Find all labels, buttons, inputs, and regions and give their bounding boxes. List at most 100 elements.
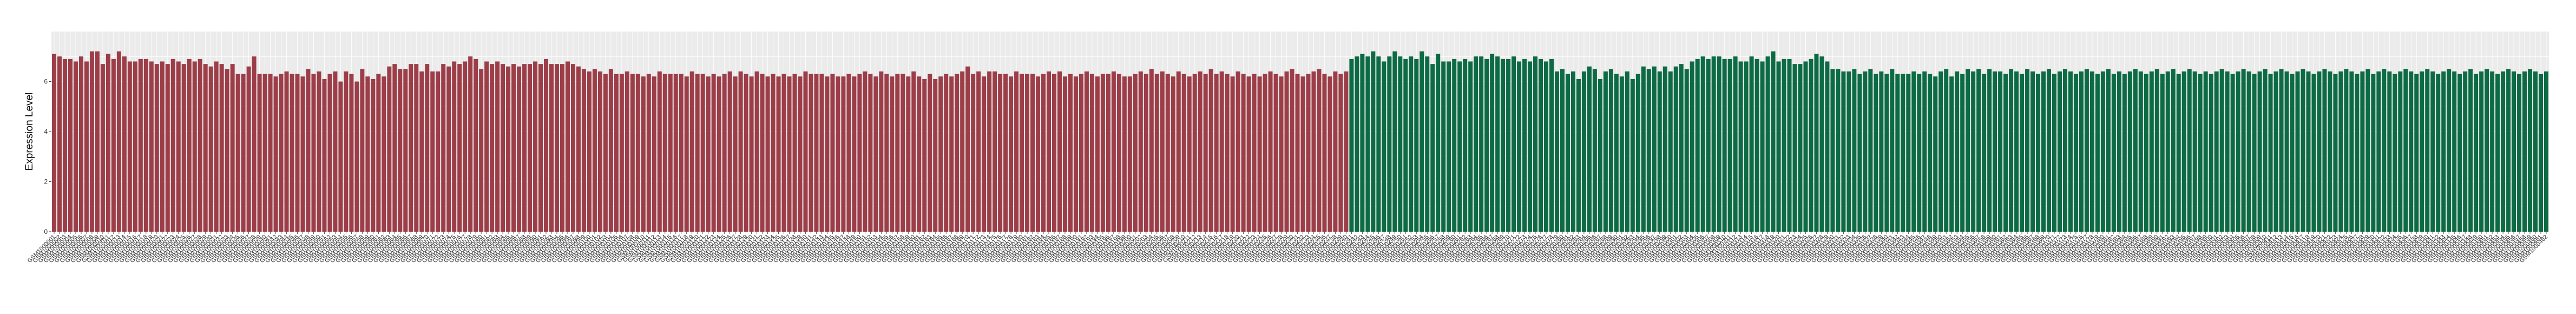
bar <box>2387 71 2392 232</box>
bar <box>2225 71 2230 232</box>
bar <box>2073 74 2078 232</box>
bar <box>1236 71 1240 232</box>
bar <box>933 78 938 232</box>
bar <box>1328 76 1332 232</box>
bar <box>1690 61 1694 232</box>
bar <box>2257 71 2262 232</box>
bar <box>917 76 922 232</box>
bar <box>360 69 365 232</box>
bar <box>809 74 813 232</box>
bar <box>327 74 332 232</box>
bar <box>311 74 316 232</box>
bar <box>619 74 624 232</box>
bar <box>1630 78 1635 232</box>
bar <box>792 74 797 232</box>
bar <box>1208 69 1213 232</box>
bar <box>1857 74 1862 232</box>
bar <box>436 71 441 232</box>
bar <box>2522 71 2527 232</box>
bar <box>2495 74 2500 232</box>
bar <box>1203 74 1208 232</box>
bar <box>1576 78 1581 232</box>
bar <box>1841 71 1846 232</box>
bar <box>1127 76 1132 232</box>
bar <box>1884 74 1889 232</box>
bar <box>1695 58 1700 232</box>
bar <box>1349 58 1354 232</box>
bar <box>1192 74 1197 232</box>
bar <box>749 76 754 232</box>
bar <box>1565 74 1570 232</box>
bar <box>1116 74 1121 232</box>
bar <box>1246 76 1251 232</box>
bar <box>1219 71 1224 232</box>
bar <box>1122 76 1127 232</box>
bar <box>2089 71 2094 232</box>
bar <box>1754 58 1759 232</box>
bar <box>1625 71 1629 232</box>
bar <box>987 71 992 232</box>
y-axis-ticks: 0 2 4 6 <box>44 78 51 236</box>
bar <box>1901 74 1905 232</box>
bar <box>457 64 462 232</box>
bar <box>333 71 338 232</box>
bar <box>1052 74 1056 232</box>
bar <box>2311 74 2316 232</box>
bar <box>727 71 732 232</box>
bar <box>1587 66 1592 232</box>
bar <box>468 56 473 232</box>
bar <box>268 74 273 232</box>
bar <box>2246 71 2251 232</box>
bar <box>2214 71 2219 232</box>
bar <box>409 64 413 232</box>
bar <box>1111 71 1116 232</box>
bar <box>625 71 629 232</box>
bar <box>652 76 656 232</box>
bar <box>2138 71 2143 232</box>
bar <box>1733 56 1738 232</box>
bar <box>1922 71 1927 232</box>
bar <box>533 61 538 232</box>
bar <box>1960 74 1965 232</box>
bar <box>382 76 386 232</box>
bar <box>706 76 711 232</box>
bar <box>2452 71 2457 232</box>
bar <box>1744 61 1749 232</box>
bar <box>1392 51 1397 232</box>
bar <box>1279 76 1284 232</box>
y-tick-label: 0 <box>44 228 48 236</box>
bar <box>2252 74 2257 232</box>
bar <box>1544 61 1548 232</box>
bar <box>95 51 100 232</box>
bar <box>1684 69 1689 232</box>
bar <box>1009 76 1014 232</box>
bar <box>2279 69 2284 232</box>
bar <box>1641 66 1646 232</box>
bar <box>1398 56 1403 232</box>
bar <box>2079 71 2084 232</box>
bar <box>214 61 219 232</box>
bar <box>1825 61 1830 232</box>
bar <box>1598 78 1602 232</box>
bar <box>635 74 640 232</box>
bar <box>78 56 83 232</box>
bar <box>1479 56 1484 232</box>
bar <box>403 69 408 232</box>
bar <box>1333 71 1338 232</box>
bar <box>2301 69 2305 232</box>
bar <box>565 61 570 232</box>
bar <box>100 64 105 232</box>
bar <box>2181 71 2186 232</box>
bar <box>554 64 559 232</box>
bar <box>1057 71 1062 232</box>
bar <box>1830 69 1835 232</box>
bar <box>52 54 56 232</box>
bar <box>122 56 127 232</box>
bar <box>176 61 181 232</box>
bar <box>1528 61 1533 232</box>
bar <box>657 71 662 232</box>
bar <box>2236 71 2240 232</box>
bar <box>879 71 884 232</box>
bar <box>668 74 673 232</box>
bar <box>273 76 278 232</box>
